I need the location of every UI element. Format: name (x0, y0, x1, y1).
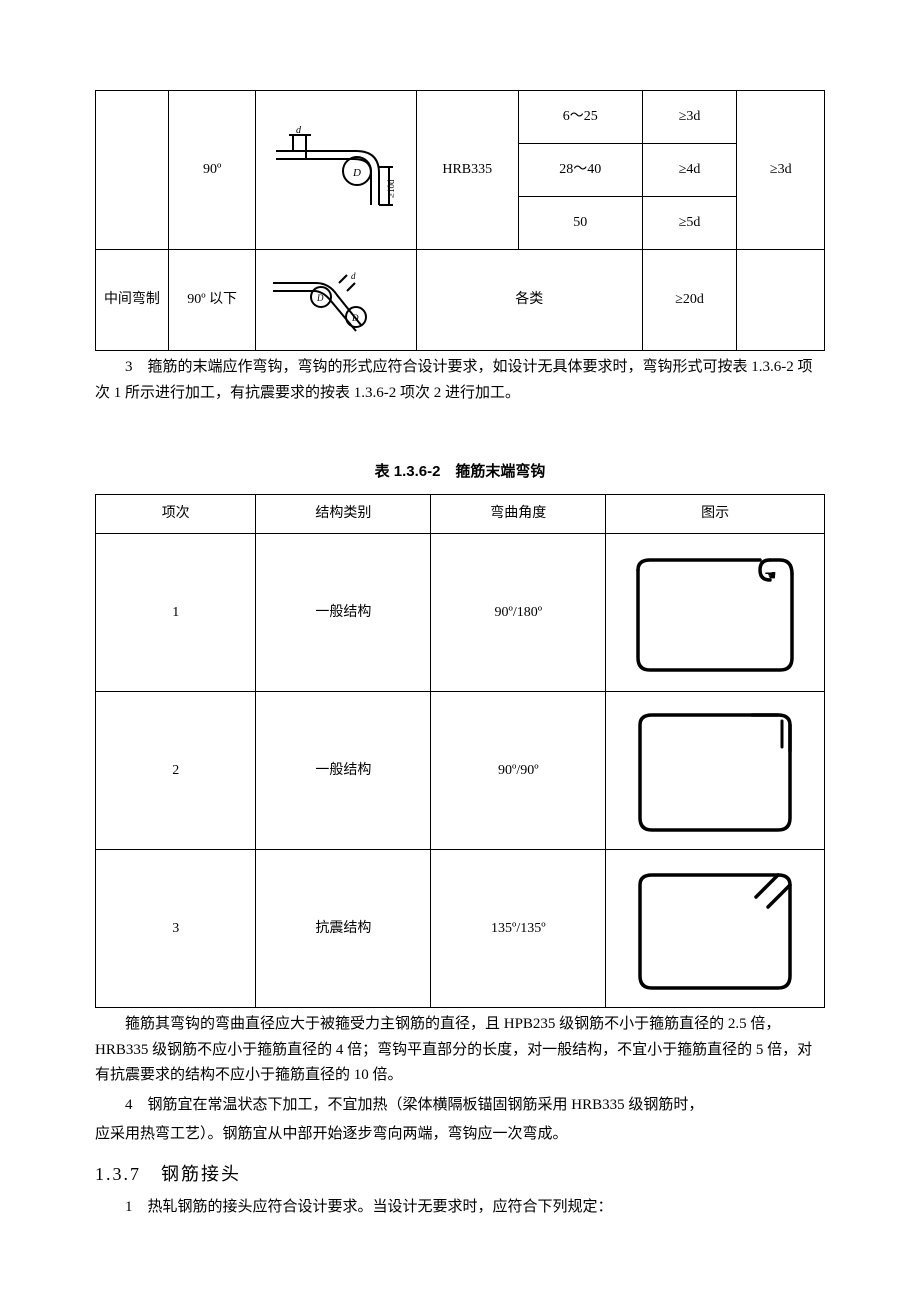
svg-text:D: D (316, 293, 324, 303)
mid-bend-val: ≥20d (642, 250, 737, 351)
diagram-90: D d ≥10d (256, 91, 416, 250)
req-3: ≥5d (642, 197, 737, 250)
stirrup-90-180-icon: ☚ (620, 548, 810, 678)
mid-bend-svg: D D d (261, 265, 411, 335)
stirrup-135-135-icon (620, 861, 810, 996)
req-2: ≥4d (642, 144, 737, 197)
t2-h4: 图示 (606, 495, 825, 534)
mid-bend-diagram: D D d (256, 250, 416, 351)
paragraph-after-table: 箍筋其弯钩的弯曲直径应大于被箍受力主钢筋的直径，且 HPB235 级钢筋不小于箍… (95, 1012, 825, 1089)
t2-r2-idx: 2 (96, 692, 256, 850)
t2-r3-diagram (606, 850, 825, 1008)
paragraph-4a: 4 钢筋宜在常温状态下加工，不宜加热（梁体横隔板锚固钢筋采用 HRB335 级钢… (95, 1093, 825, 1119)
t2-h2: 结构类别 (256, 495, 431, 534)
cursor-hand-icon: ☚ (764, 569, 777, 584)
t2-r2-type: 一般结构 (256, 692, 431, 850)
mid-bend-grade: 各类 (416, 250, 642, 351)
t2-r1-diagram: ☚ (606, 534, 825, 692)
t2-r1-angle: 90º/180º (431, 534, 606, 692)
mid-bend-angle: 90º 以下 (168, 250, 255, 351)
paragraph-3: 3 箍筋的末端应作弯钩，弯钩的形式应符合设计要求，如设计无具体要求时，弯钩形式可… (95, 355, 825, 406)
stirrup-90-90-icon (620, 703, 810, 838)
last-col: ≥3d (737, 91, 825, 250)
t2-r3-idx: 3 (96, 850, 256, 1008)
t2-r2-angle: 90º/90º (431, 692, 606, 850)
t2-r3-angle: 135º/135º (431, 850, 606, 1008)
bend-90-diagram: D d ≥10d (261, 123, 411, 218)
stirrup-hook-table: 项次 结构类别 弯曲角度 图示 1 一般结构 90º/180º ☚ (95, 494, 825, 1008)
t2-r1-idx: 1 (96, 534, 256, 692)
diam-range-1: 6～25 (518, 91, 642, 144)
paragraph-4b: 应采用热弯工艺）。钢筋宜从中部开始逐步弯向两端，弯钩应一次弯成。 (95, 1122, 825, 1148)
svg-text:D: D (352, 167, 361, 179)
mid-bend-label: 中间弯制 (96, 250, 169, 351)
t2-r2-diagram (606, 692, 825, 850)
paragraph-137-1: 1 热轧钢筋的接头应符合设计要求。当设计无要求时，应符合下列规定： (95, 1195, 825, 1221)
diam-range-3: 50 (518, 197, 642, 250)
diam-range-2: 28～40 (518, 144, 642, 197)
t2-h1: 项次 (96, 495, 256, 534)
grade-hrb335: HRB335 (416, 91, 518, 250)
svg-text:D: D (351, 313, 359, 323)
table2-caption: 表 1.3.6-2 箍筋末端弯钩 (95, 460, 825, 484)
t2-h3: 弯曲角度 (431, 495, 606, 534)
t2-r3-type: 抗震结构 (256, 850, 431, 1008)
col-blank (96, 91, 169, 250)
angle-90: 90º (168, 91, 255, 250)
mid-bend-blank (737, 250, 825, 351)
t2-r1-type: 一般结构 (256, 534, 431, 692)
req-1: ≥3d (642, 91, 737, 144)
bend-diameter-table: 90º D d (95, 90, 825, 351)
section-1-3-7: 1.3.7 钢筋接头 (95, 1160, 825, 1189)
svg-text:≥10d: ≥10d (386, 179, 396, 198)
svg-text:d: d (351, 271, 356, 281)
